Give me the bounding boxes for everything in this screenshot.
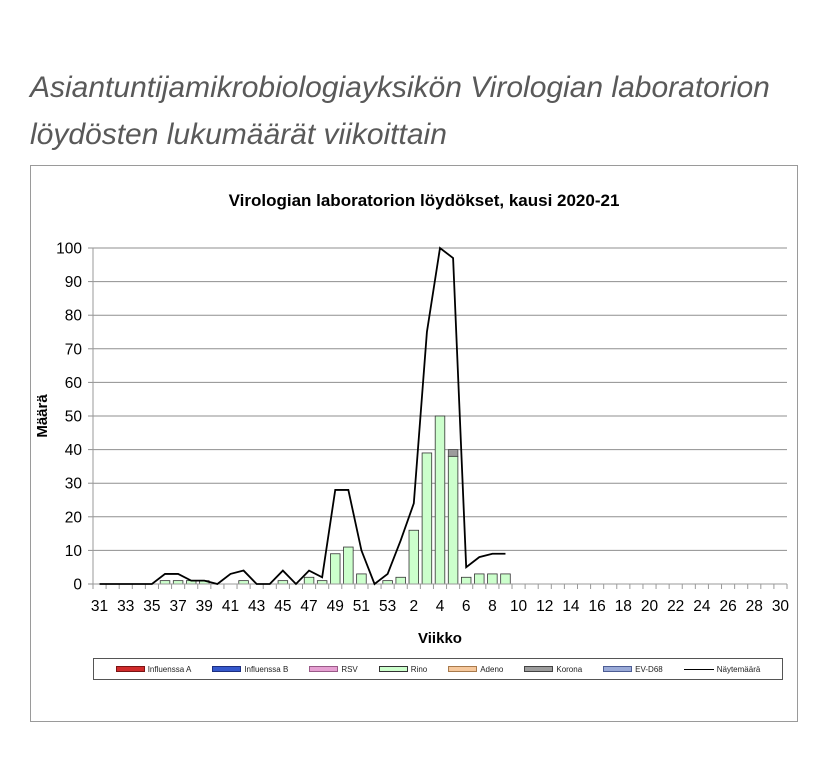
x-tick-label: 16: [589, 598, 606, 615]
y-tick-label: 90: [65, 274, 83, 291]
x-tick-label: 51: [353, 598, 370, 615]
x-tick-label: 39: [196, 598, 213, 615]
y-tick-label: 50: [65, 409, 83, 426]
legend-item-rsv: RSV: [309, 664, 358, 674]
x-tick-label: 41: [222, 598, 239, 615]
legend-swatch-icon: [212, 666, 242, 672]
bar-rino: [408, 529, 420, 585]
chart-title: Virologian laboratorion löydökset, kausi…: [229, 191, 620, 210]
legend-swatch-icon: [603, 666, 633, 672]
x-tick-label: 53: [379, 598, 396, 615]
bar-rino: [238, 580, 249, 585]
x-tick-label: 31: [91, 598, 108, 615]
x-tick-label: 43: [248, 598, 265, 615]
x-tick-label: 24: [693, 598, 711, 615]
x-tick-label: 28: [746, 598, 763, 615]
y-tick-label: 20: [65, 509, 83, 526]
y-tick-label: 100: [56, 241, 82, 258]
x-tick-label: 12: [536, 598, 553, 615]
x-tick-label: 35: [143, 598, 160, 615]
chart-frame: Virologian laboratorion löydökset, kausi…: [30, 165, 798, 722]
legend-line-icon: [683, 668, 714, 670]
x-tick-label: 33: [117, 598, 134, 615]
legend-swatch-icon: [309, 666, 339, 672]
legend-label: Influenssa A: [147, 664, 192, 674]
y-tick-label: 60: [65, 375, 83, 392]
x-tick-label: 30: [772, 598, 790, 615]
bar-rino: [474, 573, 485, 585]
bar-rino: [447, 455, 459, 585]
legend-item-adeno: Adeno: [448, 665, 503, 674]
y-axis-title: Määrä: [34, 394, 51, 438]
bar-rino: [159, 580, 171, 585]
legend-label: Korona: [556, 664, 583, 674]
bar-rino: [434, 415, 446, 585]
x-tick-label: 22: [667, 598, 684, 615]
page-heading: Asiantuntijamikrobiologiayksikön Virolog…: [30, 64, 770, 158]
legend-swatch-icon: [115, 666, 145, 672]
x-tick-label: 20: [641, 598, 659, 615]
bar-rino: [277, 580, 289, 585]
legend-swatch-icon: [448, 666, 478, 672]
x-tick-label: 8: [488, 598, 497, 615]
bar-rino: [421, 452, 433, 585]
x-tick-label: 10: [510, 598, 528, 615]
legend-item-influenssa-a: Influenssa A: [115, 664, 192, 674]
legend-label: Rino: [410, 664, 428, 674]
legend-item-ev-d68: EV-D68: [603, 665, 663, 674]
y-tick-label: 70: [65, 341, 83, 358]
bar-rino: [343, 546, 354, 585]
legend-label: Adeno: [480, 664, 504, 674]
legend-item-rino: Rino: [378, 664, 428, 674]
legend-label: Näytemäärä: [716, 664, 761, 674]
bar-rino: [356, 573, 367, 585]
x-tick-label: 37: [169, 598, 186, 615]
y-tick-label: 80: [65, 308, 83, 325]
bar-rino: [330, 553, 341, 585]
x-tick-label: 26: [719, 598, 736, 615]
bar-rino: [172, 580, 184, 585]
chart-canvas: Virologian laboratorion löydökset, kausi…: [34, 191, 789, 647]
page-heading-line-1: Asiantuntijamikrobiologiayksikön Virolog…: [30, 71, 770, 104]
y-tick-label: 10: [65, 543, 83, 560]
legend-label: Influenssa B: [244, 664, 289, 674]
bar-rino: [395, 576, 406, 585]
x-tick-label: 4: [436, 598, 445, 615]
x-tick-label: 6: [462, 598, 471, 615]
legend-item-influenssa-b: Influenssa B: [212, 665, 288, 674]
x-tick-label: 49: [327, 598, 344, 615]
plot-area: 0 10 20 30 40 50 60 70 80 90 100 31 33 35 37 39 41 43 45 47…: [56, 241, 789, 616]
bar-rino: [382, 580, 393, 585]
bar-rino: [303, 576, 315, 585]
x-tick-label: 14: [562, 598, 580, 615]
x-tick-label: 47: [300, 598, 317, 615]
bar-rino: [500, 573, 511, 585]
chart-legend: Influenssa A Influenssa B RSV Rino Adeno…: [93, 658, 783, 680]
legend-label: EV-D68: [635, 664, 663, 674]
bar-rino: [460, 576, 472, 585]
y-tick-label: 30: [65, 476, 83, 493]
legend-swatch-icon: [524, 666, 554, 672]
bar-rino: [487, 573, 498, 585]
bar-korona: [447, 449, 459, 457]
page-heading-line-2: löydösten lukumäärät viikoittain: [30, 118, 447, 151]
y-tick-label: 0: [73, 577, 82, 594]
legend-swatch-icon: [378, 666, 408, 672]
legend-item-naytemaara: Näytemäärä: [683, 664, 761, 674]
legend-label: RSV: [341, 664, 358, 674]
x-tick-label: 2: [409, 598, 418, 615]
x-tick-label: 45: [274, 598, 291, 615]
bar-rino: [316, 580, 328, 585]
legend-item-korona: Korona: [524, 665, 582, 674]
line-naytemaara: [99, 246, 506, 586]
x-axis-title: Viikko: [418, 630, 462, 647]
x-tick-label: 18: [615, 598, 632, 615]
y-tick-label: 40: [65, 442, 83, 459]
